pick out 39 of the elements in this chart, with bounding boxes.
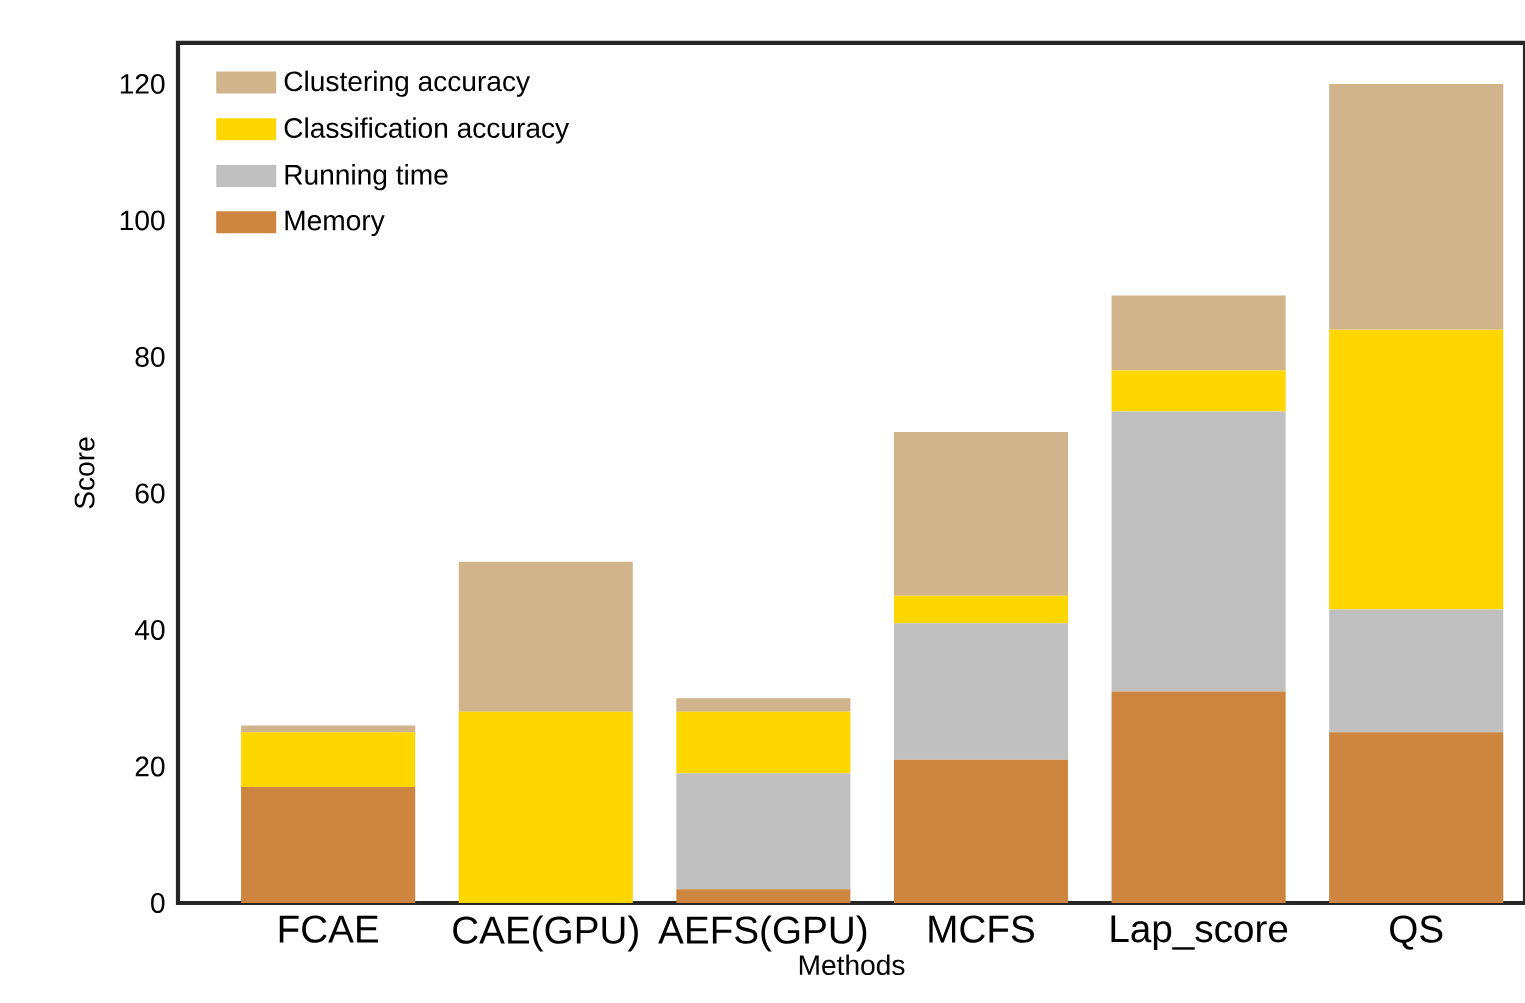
x-axis-title: Methods <box>799 954 905 976</box>
bar <box>1329 329 1504 610</box>
bar <box>1329 732 1504 903</box>
bar <box>676 698 851 712</box>
bar <box>458 561 633 712</box>
x-tick-label: Lap_score <box>1111 915 1288 950</box>
y-tick-label: 100 <box>120 210 165 231</box>
bar <box>676 711 851 774</box>
bar <box>676 889 851 903</box>
bar <box>676 773 851 890</box>
bar <box>241 786 416 903</box>
y-tick-label: 60 <box>135 483 165 504</box>
legend-label: Running time <box>285 164 448 191</box>
bar <box>458 711 633 903</box>
legend-label: Classification accuracy <box>284 117 570 144</box>
bar <box>893 595 1069 624</box>
bar <box>893 623 1069 760</box>
legend-label: Memory <box>285 210 385 237</box>
x-tick-label: AEFS(GPU) <box>658 915 867 952</box>
bar <box>1111 691 1286 903</box>
x-tick-label: QS <box>1390 915 1443 950</box>
bar <box>1111 370 1286 412</box>
bar <box>1111 411 1286 692</box>
y-axis-title: Score <box>74 437 95 509</box>
bar <box>893 759 1069 903</box>
x-tick-label: CAE(GPU) <box>453 915 638 952</box>
bar <box>241 732 416 787</box>
bar <box>893 432 1069 596</box>
x-tick-label: FCAE <box>279 915 379 943</box>
y-tick-label: 80 <box>135 347 165 367</box>
x-tick-label: MCFS <box>929 915 1034 943</box>
y-tick-label: 20 <box>135 756 165 777</box>
y-tick-label: 120 <box>120 73 165 94</box>
bar <box>1329 609 1504 733</box>
y-tick-label: 40 <box>134 620 165 640</box>
bar <box>1111 295 1286 371</box>
bar <box>1329 83 1504 330</box>
y-tick-label: 0 <box>151 893 165 913</box>
legend-label: Clustering accuracy <box>284 70 531 97</box>
